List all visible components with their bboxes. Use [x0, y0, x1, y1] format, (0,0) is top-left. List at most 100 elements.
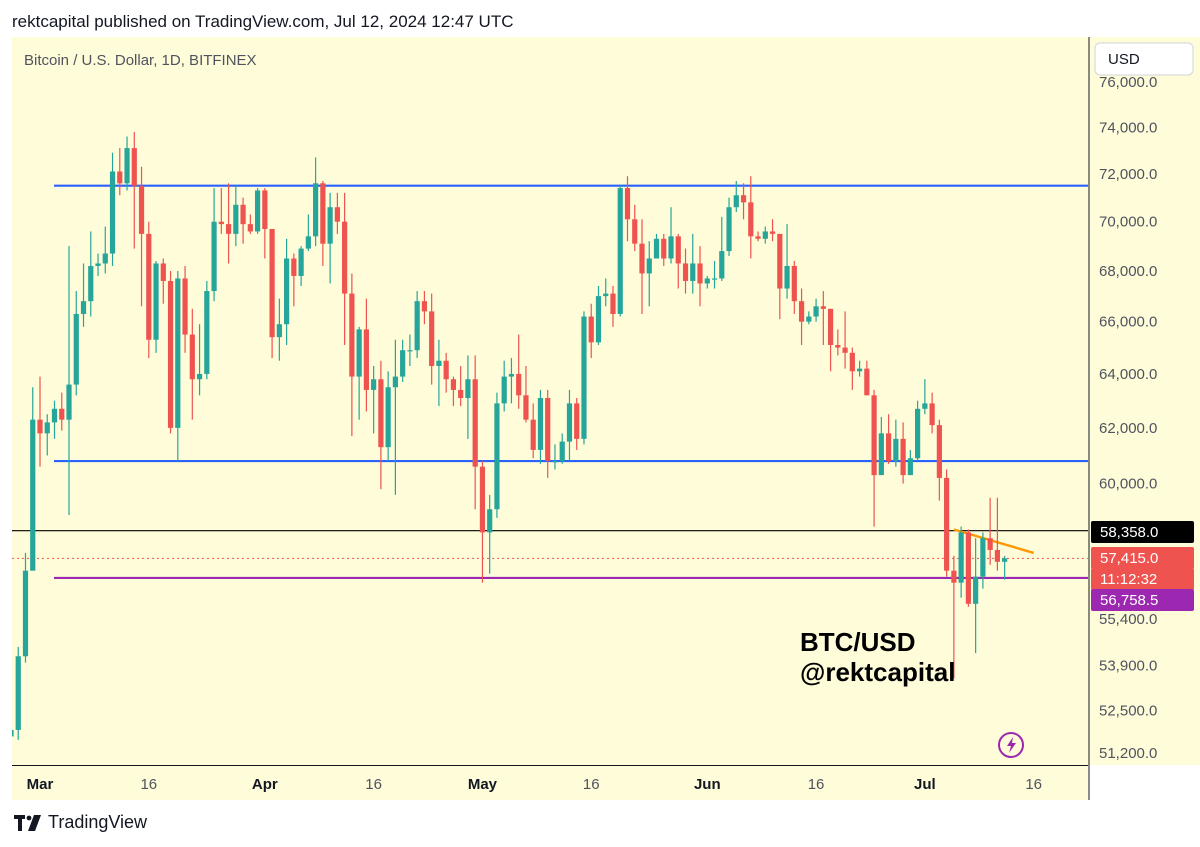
candle	[196, 324, 203, 396]
candle-body	[66, 384, 72, 420]
candle	[189, 308, 195, 420]
lightning-icon[interactable]	[998, 732, 1024, 758]
price-label-box	[1091, 568, 1194, 590]
candle	[487, 494, 493, 574]
candle	[733, 180, 739, 213]
candle-body	[915, 408, 921, 459]
candle-body	[639, 243, 645, 274]
y-tick-label: 72,000.0	[1099, 166, 1157, 183]
candle-body	[80, 301, 87, 314]
annotation-author: @rektcapital	[800, 657, 955, 687]
candle-body	[284, 258, 290, 325]
candle-body	[291, 258, 297, 276]
candle-body	[30, 419, 36, 571]
candle-body	[936, 425, 942, 478]
candle	[131, 131, 137, 249]
candle-body	[907, 458, 913, 476]
candle	[530, 403, 536, 459]
candle-body	[791, 265, 797, 302]
candle	[864, 360, 870, 396]
candle	[254, 188, 261, 234]
candle	[494, 392, 500, 518]
candle-body	[588, 316, 594, 343]
y-tick-label: 51,200.0	[1099, 745, 1157, 762]
published-header: rektcapital published on TradingView.com…	[12, 12, 514, 31]
candle	[88, 231, 94, 317]
candlestick-chart[interactable]: 76,000.0 74,000.0 72,000.0 70,000.0 68,000.0…	[12, 37, 1200, 800]
candle-body	[153, 263, 159, 340]
candle	[595, 286, 602, 345]
candle-body	[697, 263, 703, 284]
candle	[378, 360, 384, 490]
candle	[436, 339, 442, 407]
candle-body	[320, 183, 326, 244]
candle	[690, 233, 696, 294]
candle-body	[494, 403, 500, 510]
chart-frame[interactable]: 76,000.0 74,000.0 72,000.0 70,000.0 68,000.0…	[12, 37, 1200, 800]
candle	[313, 157, 319, 247]
candle-body	[777, 233, 783, 289]
candle-body	[204, 291, 210, 374]
candle	[893, 419, 899, 467]
candle-body	[196, 373, 203, 380]
candle	[44, 414, 50, 456]
candle-body	[59, 408, 65, 420]
candle-body	[552, 461, 558, 463]
candle-body	[886, 433, 892, 462]
candle	[516, 334, 522, 409]
candle-body	[711, 278, 718, 280]
price-label-text: 56,758.5	[1100, 592, 1158, 609]
candle	[740, 183, 747, 220]
candle	[80, 263, 87, 327]
candle	[472, 355, 478, 510]
footer-brand: TradingView	[48, 812, 148, 832]
candle	[109, 152, 116, 266]
candle-body	[980, 538, 986, 577]
candle-body	[755, 236, 761, 239]
candle	[813, 298, 819, 322]
candle-body	[958, 532, 964, 583]
candle-body	[189, 334, 195, 380]
candle-body	[334, 207, 340, 222]
candle-body	[864, 368, 870, 396]
candle	[153, 260, 159, 353]
candle	[980, 532, 986, 589]
candle	[1002, 555, 1008, 580]
candle	[748, 176, 754, 259]
y-tick-label: 76,000.0	[1099, 74, 1157, 91]
candle-body	[109, 171, 116, 254]
candle-body	[95, 263, 101, 266]
candle	[922, 379, 928, 415]
candle	[849, 347, 855, 390]
candle-body	[617, 188, 623, 314]
x-tick-label: Jun	[694, 776, 721, 793]
candle-body	[893, 438, 899, 462]
candle-body	[472, 379, 478, 467]
currency-button[interactable]: USD	[1094, 42, 1194, 76]
candle	[501, 360, 507, 412]
candle	[400, 339, 406, 382]
candle-body	[653, 238, 660, 259]
candle	[327, 192, 333, 284]
currency-button-label: USD	[1108, 51, 1140, 68]
candle	[59, 392, 65, 431]
candle-body	[269, 228, 275, 338]
candle	[385, 371, 391, 462]
candle	[233, 185, 239, 247]
candle	[537, 389, 544, 464]
candle-body	[849, 352, 855, 372]
candle-body	[668, 236, 674, 259]
candle-body	[922, 403, 928, 409]
candle	[508, 358, 515, 404]
candle-body	[559, 441, 565, 462]
candle	[305, 214, 311, 252]
candle	[95, 253, 101, 276]
candle-body	[820, 306, 826, 309]
candle	[218, 188, 224, 234]
candle-body	[22, 570, 29, 657]
candle	[334, 192, 340, 234]
candle	[12, 729, 14, 737]
candle-body	[421, 301, 428, 312]
candle-body	[211, 221, 217, 292]
candle	[167, 270, 174, 434]
